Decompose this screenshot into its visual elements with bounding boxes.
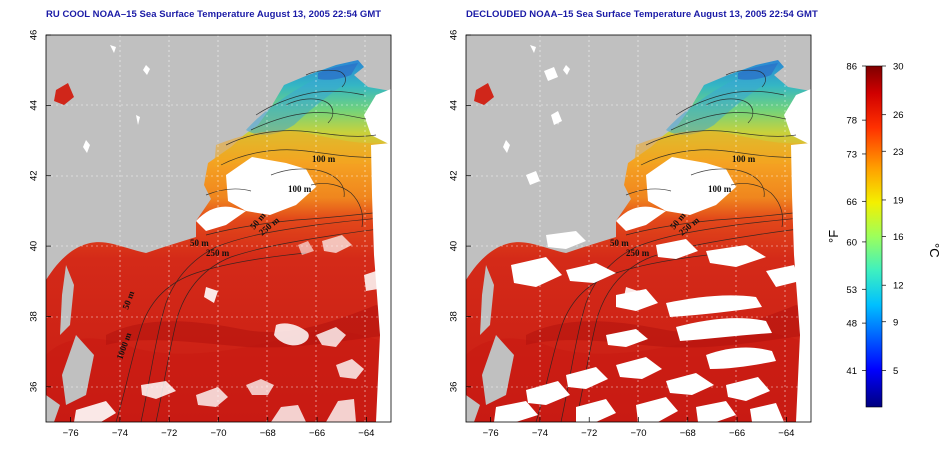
map-title-right: DECLOUDED NOAA–15 Sea Surface Temperatur… [466, 9, 818, 20]
celsius-tick-label: 19 [893, 195, 904, 206]
fahrenheit-tick-label: 86 [846, 62, 857, 73]
celsius-tick-label: 9 [893, 317, 898, 328]
lat-tick-label: 44 [449, 100, 460, 111]
fahrenheit-tick-label: 73 [846, 149, 857, 160]
lat-tick-label: 46 [449, 30, 460, 41]
lon-tick-label: −74 [112, 428, 128, 439]
fahrenheit-tick-label: 78 [846, 116, 857, 127]
fahrenheit-tick-label: 41 [846, 366, 857, 377]
celsius-tick-label: 16 [893, 232, 904, 243]
celsius-tick-label: 30 [893, 62, 904, 73]
contour-label: 50 m [190, 238, 209, 248]
contour-label: 250 m [206, 248, 230, 258]
celsius-tick-label: 26 [893, 110, 904, 121]
lon-tick-label: −64 [358, 428, 374, 439]
lon-tick-label: −70 [630, 428, 646, 439]
lat-tick-label: 44 [29, 100, 40, 111]
lon-tick-label: −64 [778, 428, 794, 439]
lat-tick-label: 38 [29, 311, 40, 322]
lat-tick-label: 40 [449, 241, 460, 252]
temperature-colorbar: 30 26 23 19 16 12 9 5 86 78 73 66 60 53 48 41 °F °C [826, 62, 942, 408]
celsius-tick-label: 5 [893, 366, 898, 377]
lon-tick-label: −68 [260, 428, 276, 439]
lat-tick-label: 38 [449, 311, 460, 322]
contour-label: 100 m [288, 184, 312, 194]
celsius-tick-label: 23 [893, 147, 904, 158]
left-cloud-mask [74, 143, 391, 422]
lat-tick-label: 42 [29, 170, 40, 181]
lat-tick-label: 40 [29, 241, 40, 252]
contour-label: 250 m [626, 248, 650, 258]
contour-label: 100 m [708, 184, 732, 194]
lon-tick-label: −76 [483, 428, 499, 439]
lat-tick-label: 46 [29, 30, 40, 41]
lon-tick-label: −74 [532, 428, 548, 439]
contour-label: 100 m [732, 154, 756, 164]
map-title-left: RU COOL NOAA–15 Sea Surface Temperature … [46, 9, 382, 20]
lon-tick-label: −68 [680, 428, 696, 439]
colorbar-gradient [866, 66, 882, 407]
colorbar-ticks: 30 26 23 19 16 12 9 5 86 78 73 66 60 53 48 41 [846, 62, 903, 377]
contour-label: 50 m [610, 238, 629, 248]
right-map-axes: −76 −74 −72 −70 −68 −66 −64 36 38 40 42 44 46 [449, 30, 795, 439]
lon-tick-label: −72 [161, 428, 177, 439]
lat-tick-label: 36 [449, 382, 460, 393]
lon-tick-label: −66 [309, 428, 325, 439]
contour-label: 100 m [312, 154, 336, 164]
left-map-axes: −76 −74 −72 −70 −68 −66 −64 36 38 40 42 44 46 [29, 30, 375, 439]
lat-tick-label: 36 [29, 382, 40, 393]
right-map [465, 34, 812, 423]
lon-tick-label: −72 [581, 428, 597, 439]
right-cloud-mask [494, 67, 811, 422]
fahrenheit-tick-label: 66 [846, 197, 857, 208]
fahrenheit-tick-label: 48 [846, 319, 857, 330]
lon-tick-label: −70 [210, 428, 226, 439]
lon-tick-label: −66 [729, 428, 745, 439]
left-map [45, 34, 392, 423]
celsius-unit-label: °C [927, 243, 942, 258]
fahrenheit-tick-label: 53 [846, 285, 857, 296]
lon-tick-label: −76 [63, 428, 79, 439]
fahrenheit-unit-label: °F [826, 230, 841, 243]
lat-tick-label: 42 [449, 170, 460, 181]
fahrenheit-tick-label: 60 [846, 237, 857, 248]
celsius-tick-label: 12 [893, 281, 904, 292]
